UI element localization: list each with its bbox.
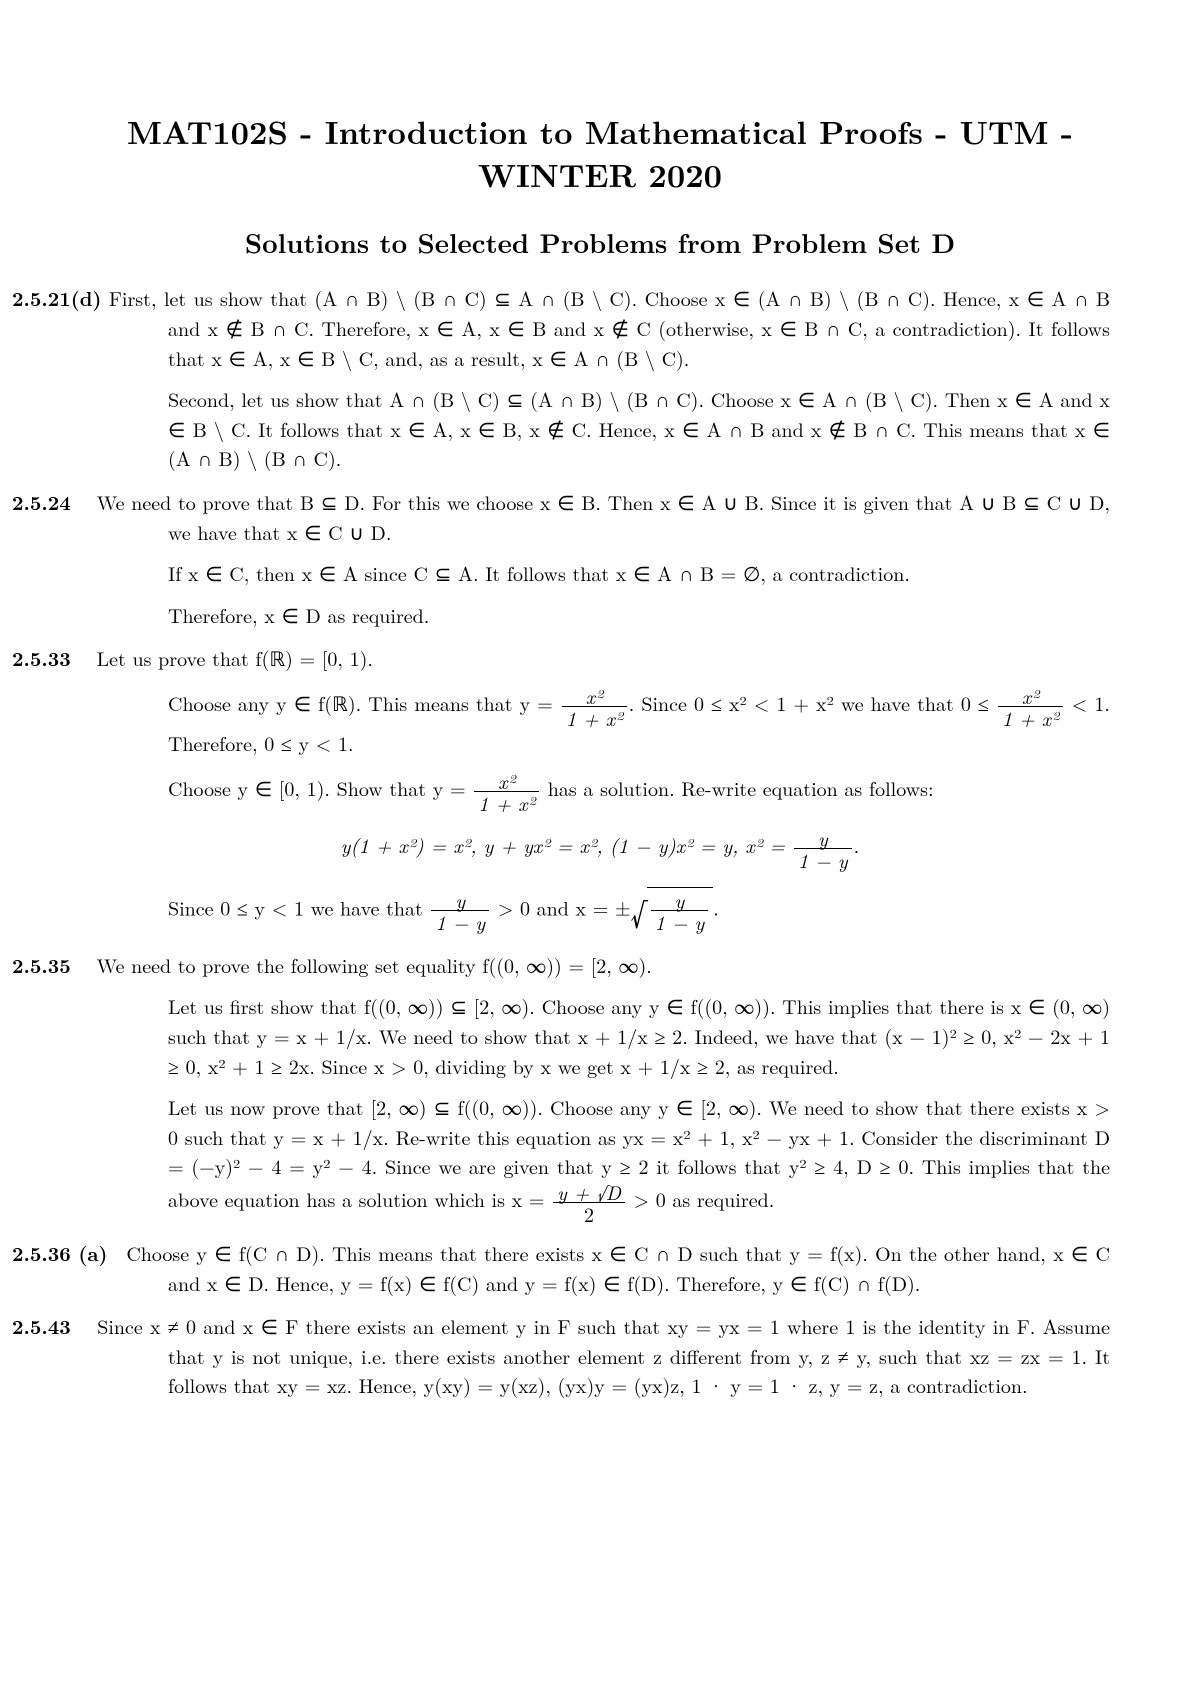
problem-text: First, let us show that (A ∩ B) \ (B ∩ C… (109, 283, 1110, 371)
problem-paragraph: 2.5.43 Since x ≠ 0 and x ∈ F there exist… (90, 1311, 1110, 1400)
problem-paragraph: 2.5.36 (a) Choose y ∈ f(C ∩ D). This mea… (90, 1238, 1110, 1297)
fraction: x² 1 + x² (562, 685, 627, 728)
fraction: x² 1 + x² (998, 685, 1063, 728)
problem-paragraph: Second, let us show that A ∩ (B \ C) ⊆ (… (90, 384, 1110, 473)
fraction: x² 1 + x² (474, 770, 539, 813)
problem-2-5-21d: 2.5.21(d) First, let us show that (A ∩ B… (90, 283, 1110, 473)
fraction: y 1 − y (794, 827, 852, 870)
denominator: 1 − y (435, 907, 485, 936)
problem-paragraph: Choose y ∈ [0, 1). Show that y = x² 1 + … (90, 770, 1110, 813)
text-run: > 0 and x = ± (498, 892, 631, 921)
problem-paragraph: 2.5.35 We need to prove the following se… (90, 950, 1110, 980)
problem-2-5-43: 2.5.43 Since x ≠ 0 and x ∈ F there exist… (90, 1311, 1110, 1400)
square-root: √ y 1 − y (631, 886, 714, 936)
problem-paragraph: Therefore, x ∈ D as required. (90, 600, 1110, 630)
text-run: Since 0 ≤ y < 1 we have that (168, 892, 429, 921)
text-run: has a solution. Re-write equation as fol… (548, 772, 934, 801)
text-run: . Since 0 ≤ x² < 1 + x² we have that 0 ≤ (629, 688, 996, 717)
denominator: 2 (584, 1199, 594, 1228)
problem-text: Choose y ∈ f(C ∩ D). This means that the… (126, 1238, 1110, 1297)
display-equation: y(1 + x²) = x², y + yx² = x², (1 − y)x² … (90, 827, 1110, 870)
problem-paragraph: Let us first show that f((0, ∞)) ⊆ [2, ∞… (90, 991, 1110, 1080)
problem-paragraph: 2.5.21(d) First, let us show that (A ∩ B… (90, 283, 1110, 372)
problem-paragraph: Since 0 ≤ y < 1 we have that y 1 − y > 0… (90, 886, 1110, 936)
fraction: y + √D 2 (553, 1181, 625, 1224)
problem-2-5-35: 2.5.35 We need to prove the following se… (90, 950, 1110, 1224)
problem-text: Let us prove that f(ℝ) = [0, 1). (97, 643, 373, 672)
text-run: > 0 as required. (633, 1184, 774, 1213)
problem-text: We need to prove the following set equal… (97, 950, 652, 979)
problem-paragraph: 2.5.33 Let us prove that f(ℝ) = [0, 1). (90, 643, 1110, 673)
problem-2-5-24: 2.5.24 We need to prove that B ⊆ D. For … (90, 487, 1110, 629)
text-run: Choose y ∈ [0, 1). Show that y = (168, 772, 472, 801)
problem-paragraph: Let us now prove that [2, ∞) ⊆ f((0, ∞))… (90, 1092, 1110, 1224)
course-title: MAT102S - Introduction to Mathematical P… (90, 110, 1110, 196)
denominator: 1 + x² (566, 703, 623, 732)
fraction: y 1 − y (431, 889, 489, 932)
problem-text: We need to prove that B ⊆ D. For this we… (97, 487, 1110, 546)
text-run: . (713, 892, 719, 921)
denominator: 1 − y (798, 845, 848, 874)
problem-text: Since x ≠ 0 and x ∈ F there exists an el… (97, 1311, 1110, 1399)
equation-text: y(1 + x²) = x², y + yx² = x², (1 − y)x² … (341, 829, 792, 858)
fraction: y 1 − y (651, 889, 709, 932)
document-page: MAT102S - Introduction to Mathematical P… (0, 0, 1200, 1504)
text-run: Choose any y ∈ f(ℝ). This means that y = (168, 688, 560, 717)
problem-paragraph: If x ∈ C, then x ∈ A since C ⊆ A. It fol… (90, 558, 1110, 588)
problem-paragraph: 2.5.24 We need to prove that B ⊆ D. For … (90, 487, 1110, 546)
denominator: 1 − y (655, 907, 705, 936)
page-subtitle: Solutions to Selected Problems from Prob… (90, 222, 1110, 261)
problem-number: 2.5.36 (a) (90, 1238, 119, 1268)
problem-2-5-36a: 2.5.36 (a) Choose y ∈ f(C ∩ D). This mea… (90, 1238, 1110, 1297)
denominator: 1 + x² (478, 788, 535, 817)
denominator: 1 + x² (1002, 703, 1059, 732)
problem-paragraph: Choose any y ∈ f(ℝ). This means that y =… (90, 685, 1110, 758)
problem-2-5-33: 2.5.33 Let us prove that f(ℝ) = [0, 1). … (90, 643, 1110, 936)
problem-number: 2.5.21(d) (90, 283, 101, 313)
